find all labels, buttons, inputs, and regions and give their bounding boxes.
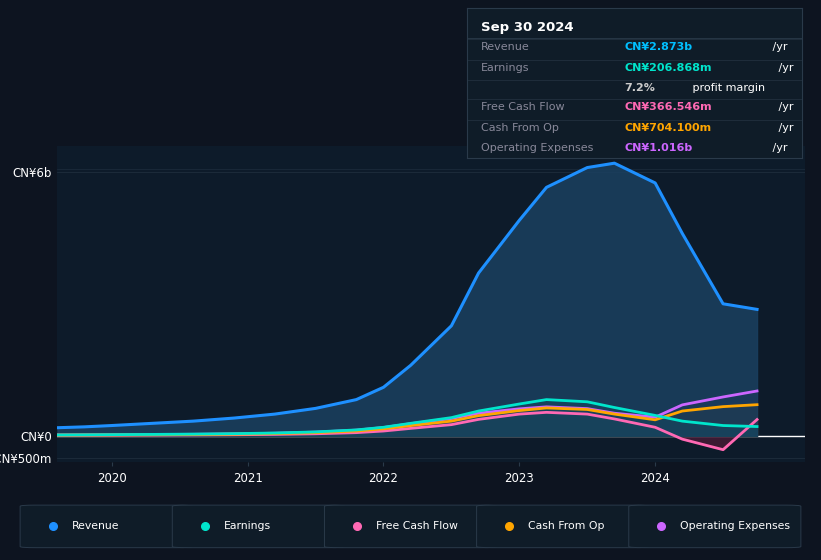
Text: 7.2%: 7.2% bbox=[625, 83, 655, 93]
Text: /yr: /yr bbox=[775, 102, 794, 113]
Text: Free Cash Flow: Free Cash Flow bbox=[480, 102, 564, 113]
Text: CN¥2.873b: CN¥2.873b bbox=[625, 43, 693, 52]
FancyBboxPatch shape bbox=[477, 505, 649, 548]
Text: Free Cash Flow: Free Cash Flow bbox=[376, 521, 458, 531]
Text: Revenue: Revenue bbox=[71, 521, 119, 531]
Text: /yr: /yr bbox=[775, 63, 794, 73]
Text: Sep 30 2024: Sep 30 2024 bbox=[480, 21, 573, 34]
Text: /yr: /yr bbox=[769, 143, 788, 153]
FancyBboxPatch shape bbox=[324, 505, 497, 548]
FancyBboxPatch shape bbox=[172, 505, 344, 548]
Text: CN¥366.546m: CN¥366.546m bbox=[625, 102, 712, 113]
Text: /yr: /yr bbox=[769, 43, 788, 52]
Text: Revenue: Revenue bbox=[480, 43, 530, 52]
Text: Cash From Op: Cash From Op bbox=[529, 521, 605, 531]
Text: Earnings: Earnings bbox=[224, 521, 271, 531]
Text: CN¥206.868m: CN¥206.868m bbox=[625, 63, 712, 73]
Text: CN¥1.016b: CN¥1.016b bbox=[625, 143, 693, 153]
Text: profit margin: profit margin bbox=[689, 83, 765, 93]
Text: Earnings: Earnings bbox=[480, 63, 529, 73]
Text: /yr: /yr bbox=[775, 123, 794, 133]
Text: Operating Expenses: Operating Expenses bbox=[480, 143, 593, 153]
Text: CN¥704.100m: CN¥704.100m bbox=[625, 123, 712, 133]
FancyBboxPatch shape bbox=[21, 505, 192, 548]
Text: Operating Expenses: Operating Expenses bbox=[681, 521, 791, 531]
Text: Cash From Op: Cash From Op bbox=[480, 123, 558, 133]
FancyBboxPatch shape bbox=[629, 505, 800, 548]
